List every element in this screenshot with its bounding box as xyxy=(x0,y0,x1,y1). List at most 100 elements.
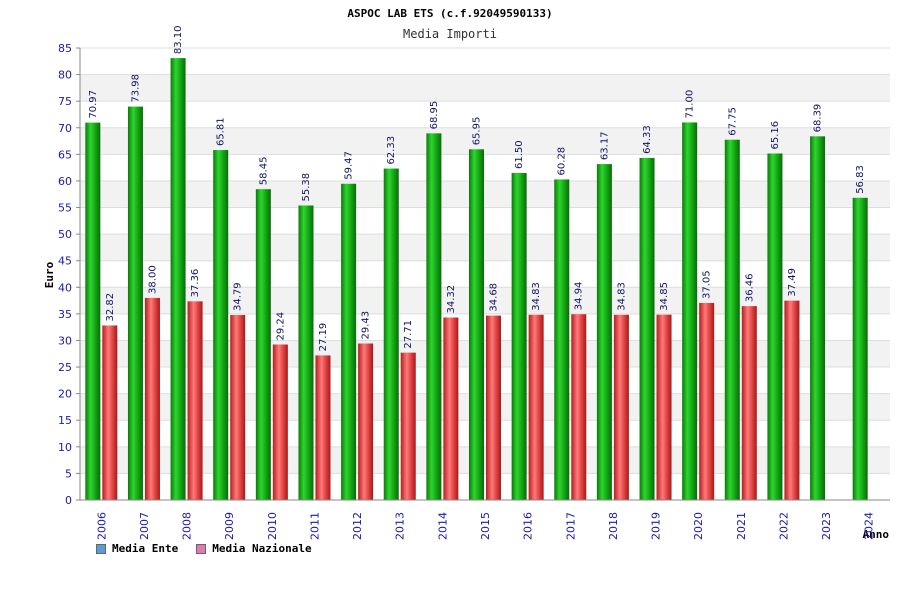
bar-media-nazionale-2020 xyxy=(699,302,715,500)
bar-media-nazionale-2011 xyxy=(315,355,331,500)
data-label: 63.17 xyxy=(599,131,610,160)
data-label: 65.81 xyxy=(216,117,227,146)
bar-media-ente-2019 xyxy=(639,157,655,500)
bar-media-ente-2006 xyxy=(85,122,101,500)
data-label: 65.16 xyxy=(770,121,781,150)
x-tick-label: 2013 xyxy=(394,512,407,540)
bar-media-nazionale-2022 xyxy=(784,300,800,500)
bar-media-ente-2017 xyxy=(554,179,570,500)
bar-media-ente-2021 xyxy=(724,139,740,500)
bar-media-nazionale-2017 xyxy=(571,314,587,500)
x-axis-label: Anno xyxy=(863,528,890,541)
grid-band xyxy=(80,101,890,128)
data-label: 83.10 xyxy=(173,25,184,54)
y-tick-label: 60 xyxy=(58,175,72,188)
y-tick-label: 15 xyxy=(58,414,72,427)
data-label: 36.46 xyxy=(744,273,755,302)
data-label: 68.95 xyxy=(429,101,440,130)
bar-media-ente-2018 xyxy=(596,164,612,500)
data-label: 38.00 xyxy=(147,265,158,294)
y-axis-ticks: 0 5 10 15 20 25 30 35 40 45 50 55 60 65 70 75 80 85 xyxy=(58,42,80,507)
y-tick-label: 5 xyxy=(65,467,72,480)
data-labels: 70.97 32.82 73.98 38.00 83.10 37.36 65.81 34.79… xyxy=(88,25,866,351)
legend-label-media-ente: Media Ente xyxy=(112,542,179,555)
y-tick-label: 80 xyxy=(58,69,72,82)
bar-media-ente-2024 xyxy=(852,197,868,501)
x-tick-label: 2023 xyxy=(820,512,833,540)
bar-media-nazionale-2012 xyxy=(358,343,374,500)
data-label: 56.83 xyxy=(855,165,866,194)
y-tick-label: 30 xyxy=(58,334,72,347)
data-label: 29.43 xyxy=(361,311,372,340)
data-label: 64.33 xyxy=(642,125,653,154)
y-tick-label: 25 xyxy=(58,361,72,374)
legend-item-media-nazionale: Media Nazionale xyxy=(196,542,312,555)
x-tick-label: 2010 xyxy=(266,512,279,540)
bar-media-ente-2020 xyxy=(682,122,698,501)
data-label: 29.24 xyxy=(275,312,286,341)
legend-swatch-media-ente xyxy=(96,543,106,554)
legend-label-media-nazionale: Media Nazionale xyxy=(212,542,312,555)
grid-band xyxy=(80,48,890,75)
x-tick-label: 2008 xyxy=(181,512,194,540)
y-tick-label: 70 xyxy=(58,122,72,135)
y-tick-label: 50 xyxy=(58,228,72,241)
data-label: 61.50 xyxy=(514,140,525,169)
data-label: 55.38 xyxy=(301,173,312,202)
y-tick-label: 10 xyxy=(58,441,72,454)
bar-media-nazionale-2007 xyxy=(144,297,160,500)
data-label: 34.79 xyxy=(233,282,244,311)
data-label: 65.95 xyxy=(472,117,483,146)
x-tick-label: 2024 xyxy=(863,512,876,540)
bar-media-ente-2009 xyxy=(213,150,229,500)
data-label: 68.39 xyxy=(813,104,824,133)
bar-media-nazionale-2010 xyxy=(272,344,288,500)
data-label: 27.71 xyxy=(403,320,414,349)
x-axis-ticks: 2006 2007 2008 2009 2010 2011 2012 2013 2014 2015… xyxy=(95,512,875,540)
data-label: 37.05 xyxy=(702,270,713,299)
y-tick-label: 35 xyxy=(58,308,72,321)
x-tick-label: 2016 xyxy=(522,512,535,540)
x-tick-label: 2012 xyxy=(351,512,364,540)
bar-media-nazionale-2021 xyxy=(741,306,757,500)
x-tick-label: 2015 xyxy=(479,512,492,540)
bar-media-nazionale-2018 xyxy=(613,314,629,500)
data-label: 37.49 xyxy=(787,268,798,297)
bar-media-ente-2015 xyxy=(469,149,484,500)
bar-media-ente-2022 xyxy=(767,153,783,500)
y-axis-label: Euro xyxy=(43,261,56,288)
y-tick-label: 45 xyxy=(58,255,72,268)
bar-media-ente-2011 xyxy=(298,205,314,500)
data-label: 73.98 xyxy=(130,74,141,103)
data-label: 62.33 xyxy=(386,136,397,165)
legend-item-media-ente: Media Ente xyxy=(96,542,178,555)
bars xyxy=(85,58,868,501)
data-label: 59.47 xyxy=(344,151,355,180)
bar-media-ente-2014 xyxy=(426,133,442,500)
bar-media-nazionale-2019 xyxy=(656,314,672,500)
chart-subtitle: Media Importi xyxy=(403,27,497,41)
bar-media-ente-2007 xyxy=(127,106,143,501)
data-label: 60.28 xyxy=(557,147,568,176)
grid-band xyxy=(80,74,890,102)
x-tick-label: 2020 xyxy=(692,512,705,540)
x-tick-label: 2007 xyxy=(138,512,151,540)
y-tick-label: 20 xyxy=(58,388,72,401)
y-tick-label: 55 xyxy=(58,202,72,215)
data-label: 70.97 xyxy=(88,90,99,119)
data-label: 34.83 xyxy=(531,282,542,311)
x-tick-label: 2014 xyxy=(436,512,449,540)
y-tick-label: 0 xyxy=(65,494,72,507)
bar-media-nazionale-2009 xyxy=(230,314,246,500)
bar-media-nazionale-2015 xyxy=(486,315,501,500)
chart-title: ASPOC LAB ETS (c.f.92049590133) xyxy=(347,7,552,20)
data-label: 32.82 xyxy=(105,293,116,322)
bar-media-nazionale-2008 xyxy=(187,301,203,500)
data-label: 58.45 xyxy=(258,157,269,186)
bar-media-ente-2012 xyxy=(341,183,357,501)
bar-media-ente-2013 xyxy=(383,168,399,500)
y-tick-label: 40 xyxy=(58,281,72,294)
x-tick-label: 2018 xyxy=(607,512,620,540)
bar-media-nazionale-2016 xyxy=(528,314,544,500)
